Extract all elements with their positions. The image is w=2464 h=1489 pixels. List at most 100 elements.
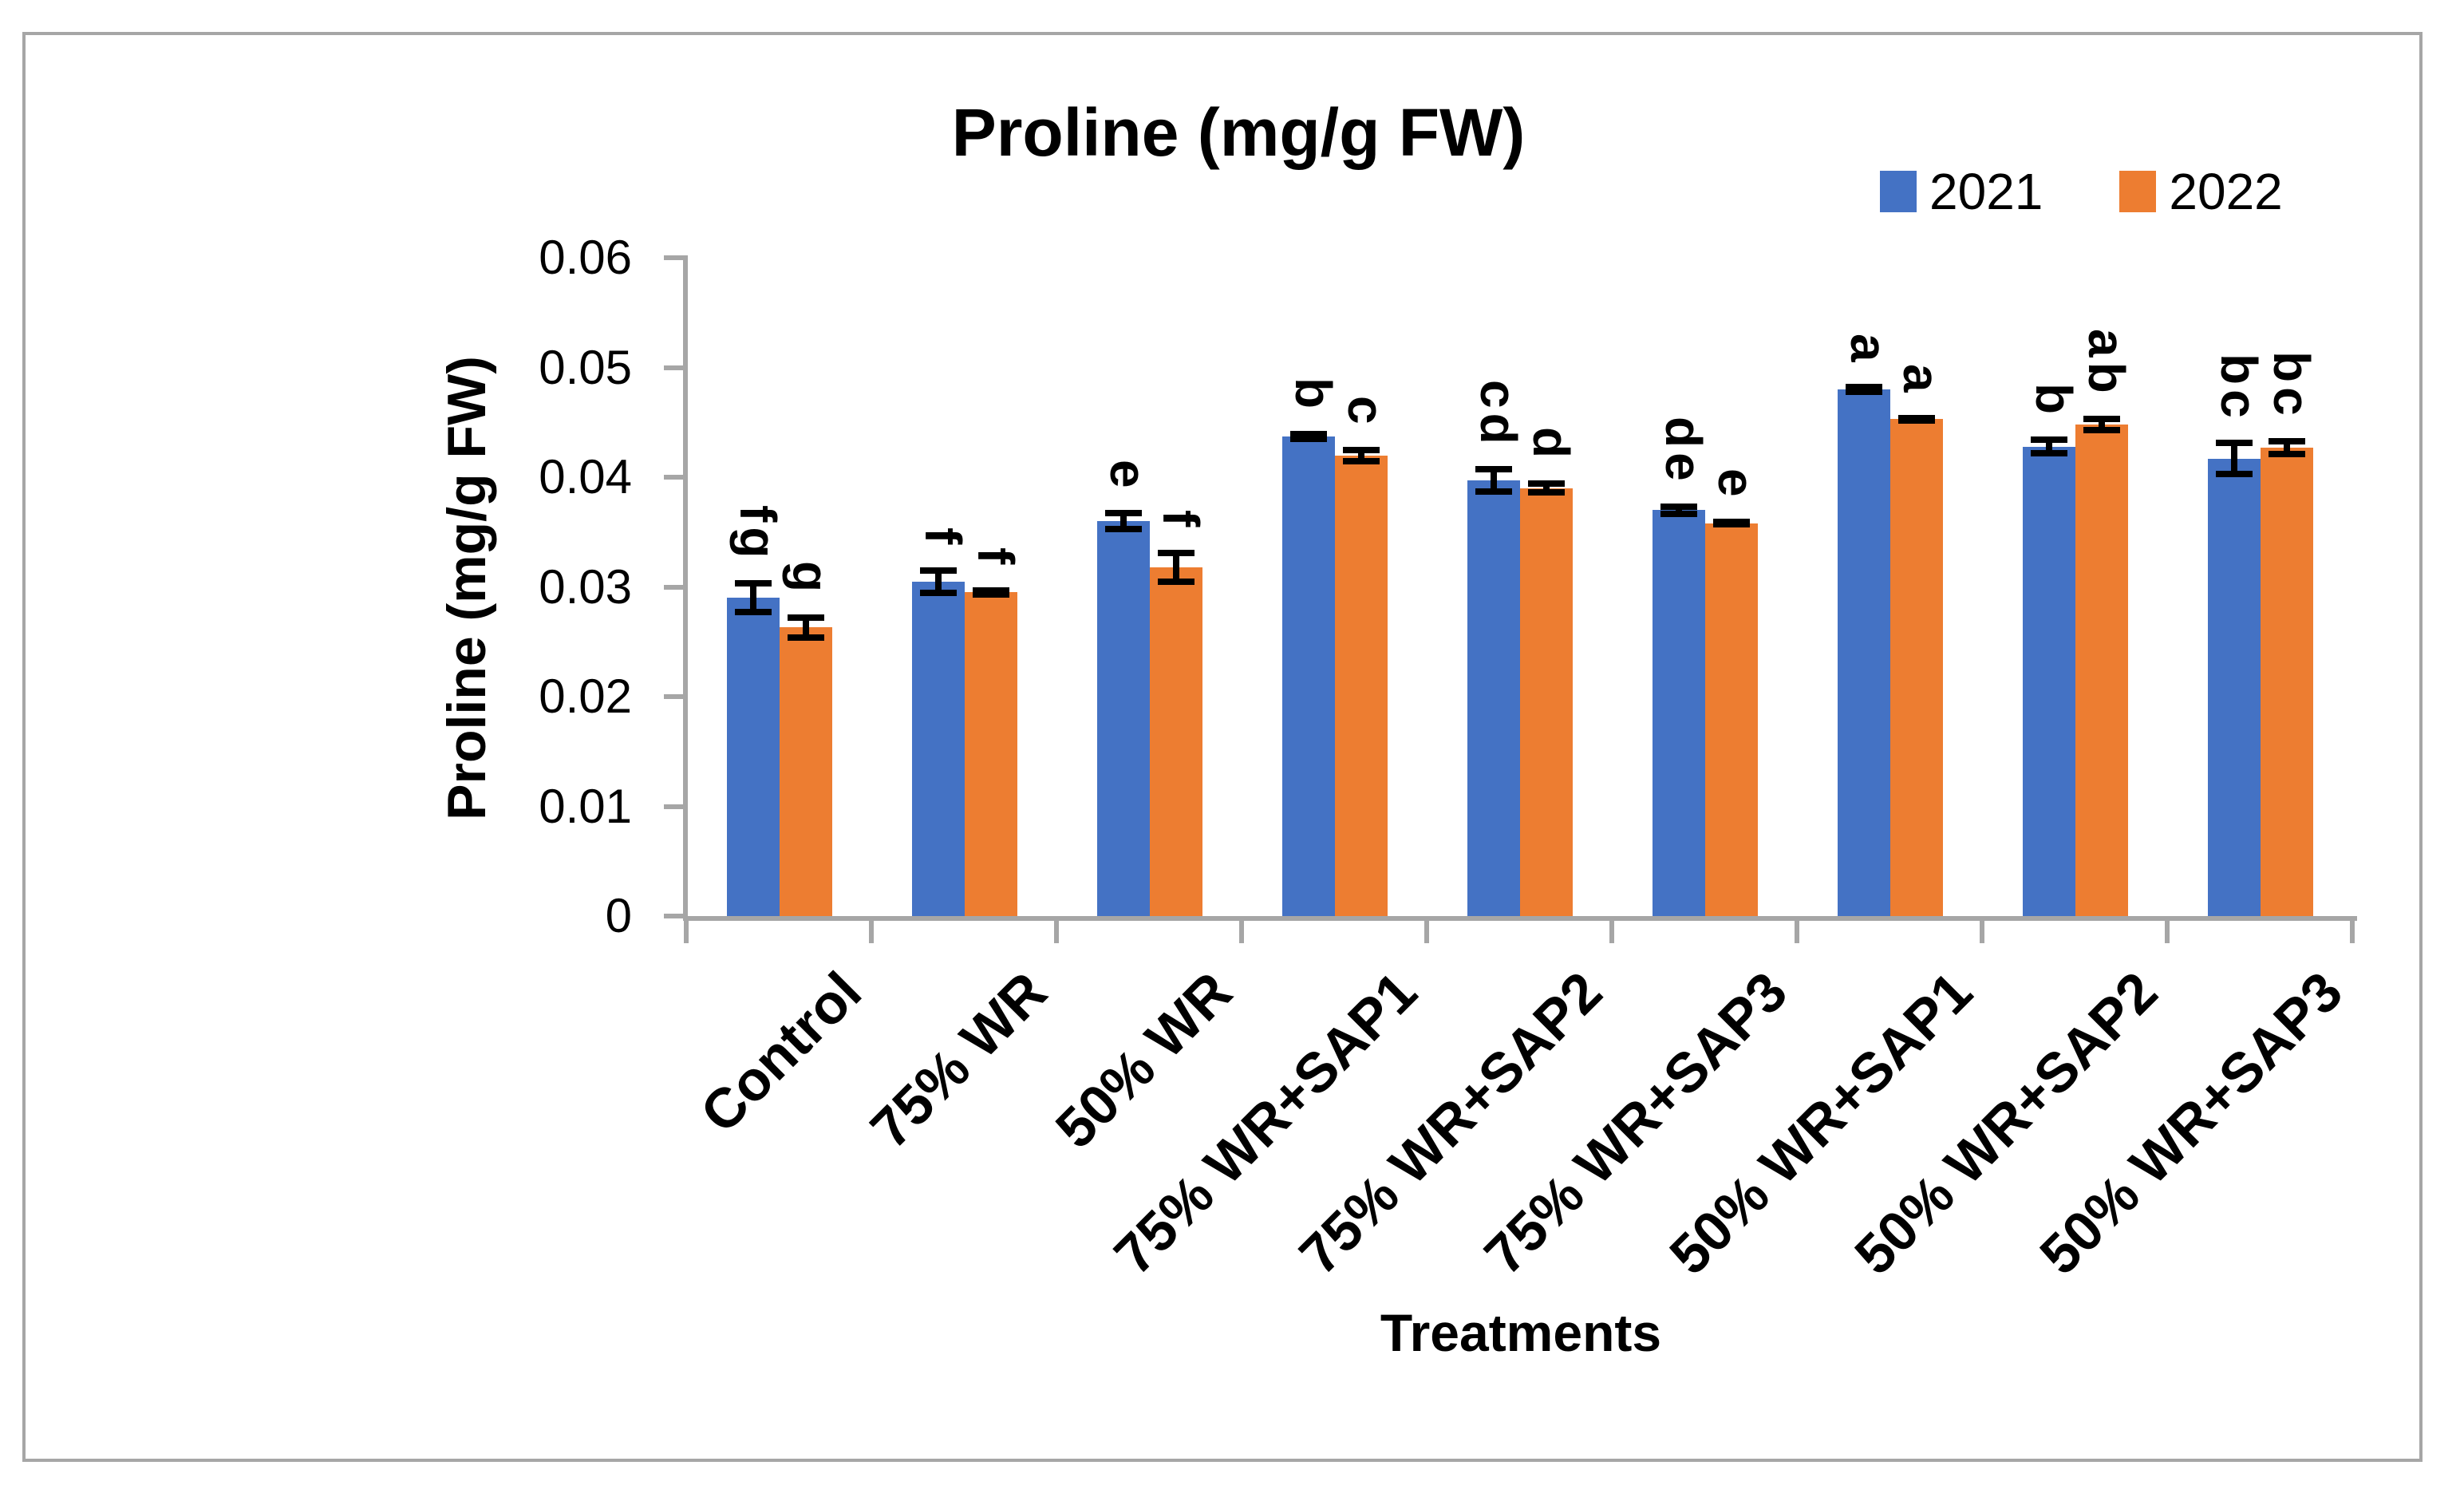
legend-swatch-2021 — [1880, 171, 1917, 212]
sig-letter-2021-50% WR: e — [1100, 459, 1157, 493]
bar-2022-Control — [780, 627, 832, 916]
error-bar-cap-top — [1475, 466, 1512, 473]
legend: 2021 2022 — [1880, 163, 2283, 220]
y-tick-label: 0.03 — [539, 559, 632, 614]
error-bar-cap-bottom — [735, 609, 772, 616]
y-tick — [664, 365, 686, 370]
error-bar-cap-top — [1528, 480, 1565, 488]
sig-letter-2021-50% WR+SAP1: a — [1840, 333, 1897, 367]
bar-2021-75% WR+SAP1 — [1282, 436, 1335, 916]
error-bar-line — [2284, 437, 2290, 458]
error-bar-cap-top — [2269, 437, 2305, 444]
error-bar-line — [1120, 510, 1127, 532]
error-bar-cap-bottom — [1343, 457, 1380, 464]
error-bar-cap-bottom — [2216, 471, 2253, 477]
bar-2022-75% WR+SAP1 — [1335, 455, 1388, 916]
y-tick — [664, 914, 686, 918]
error-bar-cap-bottom — [1158, 578, 1194, 585]
x-tick — [2350, 916, 2355, 943]
legend-item-2021: 2021 — [1880, 166, 2043, 217]
sig-letter-2022-50% WR+SAP2: ab — [2078, 329, 2135, 398]
bar-2021-75% WR+SAP2 — [1467, 480, 1520, 916]
error-bar-cap-bottom — [1846, 388, 1882, 395]
sig-letter-2021-75% WR+SAP2: cd — [1470, 379, 1527, 449]
error-bar-cap-bottom — [1660, 510, 1697, 517]
bar-2022-50% WR+SAP1 — [1890, 419, 1943, 916]
y-tick-label: 0.01 — [539, 779, 632, 833]
x-tick — [1424, 916, 1429, 943]
error-bar-cap-top — [1846, 384, 1882, 391]
y-tick — [664, 804, 686, 809]
error-bar-cap-top — [788, 614, 824, 621]
x-tick — [684, 916, 689, 943]
sig-letter-2022-Control: g — [782, 560, 839, 597]
sig-letter-2022-50% WR+SAP3: bc — [2263, 350, 2320, 421]
bar-2021-75% WR+SAP3 — [1653, 510, 1705, 916]
error-bar-cap-top — [973, 587, 1009, 594]
legend-swatch-2022 — [2119, 171, 2157, 212]
error-bar-cap-bottom — [1528, 489, 1565, 496]
error-bar-cap-top — [1290, 431, 1327, 438]
legend-label: 2022 — [2169, 163, 2283, 220]
sig-letter-2021-75% WR: f — [914, 527, 972, 550]
error-bar-cap-bottom — [1475, 488, 1512, 495]
sig-letter-2022-75% WR+SAP1: c — [1337, 395, 1395, 429]
error-bar-cap-bottom — [1105, 525, 1142, 532]
error-bar-cap-top — [1660, 504, 1697, 510]
error-bar-line — [1491, 466, 1497, 495]
error-bar-cap-bottom — [2269, 451, 2305, 458]
bar-2021-50% WR+SAP1 — [1838, 389, 1890, 916]
error-bar-cap-top — [735, 580, 772, 587]
bar-2021-50% WR — [1097, 521, 1150, 916]
error-bar-cap-bottom — [1898, 417, 1935, 424]
x-tick — [1795, 916, 1799, 943]
error-bar-cap-top — [2216, 440, 2253, 447]
bar-2022-75% WR+SAP3 — [1705, 523, 1758, 916]
sig-letter-2021-75% WR+SAP3: de — [1655, 417, 1712, 486]
error-bar-line — [803, 614, 809, 641]
bar-2022-75% WR+SAP2 — [1520, 488, 1573, 916]
legend-label: 2021 — [1929, 163, 2043, 220]
legend-item-2022: 2022 — [2119, 163, 2283, 220]
y-tick — [664, 584, 686, 590]
sig-letter-2022-75% WR: f — [967, 547, 1025, 570]
error-bar-cap-top — [2083, 416, 2120, 422]
sig-letter-2022-50% WR+SAP1: a — [1893, 364, 1950, 397]
error-bar-cap-bottom — [788, 634, 824, 641]
bar-2021-50% WR+SAP3 — [2208, 458, 2261, 916]
error-bar-line — [2046, 436, 2052, 456]
error-bar-cap-bottom — [2083, 427, 2120, 433]
y-tick-label: 0.06 — [539, 231, 632, 284]
sig-letter-2022-75% WR+SAP3: e — [1708, 468, 1765, 502]
chart-title: Proline (mg/g FW) — [951, 95, 1526, 170]
sig-letter-2021-75% WR+SAP1: b — [1285, 377, 1342, 414]
y-tick — [664, 255, 686, 260]
error-bar-cap-bottom — [2031, 449, 2067, 456]
y-tick-label: 0 — [605, 889, 632, 942]
x-axis-line — [683, 916, 2357, 921]
x-tick — [869, 916, 874, 943]
bar-2021-50% WR+SAP2 — [2023, 446, 2075, 916]
error-bar-cap-top — [1158, 549, 1194, 556]
error-bar-line — [1543, 480, 1550, 496]
y-tick-label: 0.05 — [539, 340, 632, 394]
bar-2021-75% WR — [912, 581, 965, 916]
error-bar-cap-bottom — [920, 589, 957, 596]
sig-letter-2021-50% WR+SAP2: b — [2025, 383, 2083, 420]
x-tick — [1609, 916, 1614, 943]
error-bar-cap-bottom — [1713, 521, 1750, 528]
y-tick-label: 0.04 — [539, 450, 632, 504]
error-bar-line — [1676, 504, 1682, 517]
x-tick — [1239, 916, 1244, 943]
error-bar-line — [2099, 416, 2105, 433]
y-tick — [664, 694, 686, 699]
sig-letter-2021-Control: fg — [729, 504, 787, 563]
error-bar-cap-bottom — [973, 591, 1009, 598]
bar-2021-Control — [727, 598, 780, 916]
x-axis-title: Treatments — [1380, 1303, 1662, 1362]
error-bar-cap-top — [920, 567, 957, 574]
error-bar-line — [935, 567, 942, 596]
x-tick — [1980, 916, 1984, 943]
sig-letter-2022-75% WR+SAP2: d — [1522, 427, 1580, 464]
